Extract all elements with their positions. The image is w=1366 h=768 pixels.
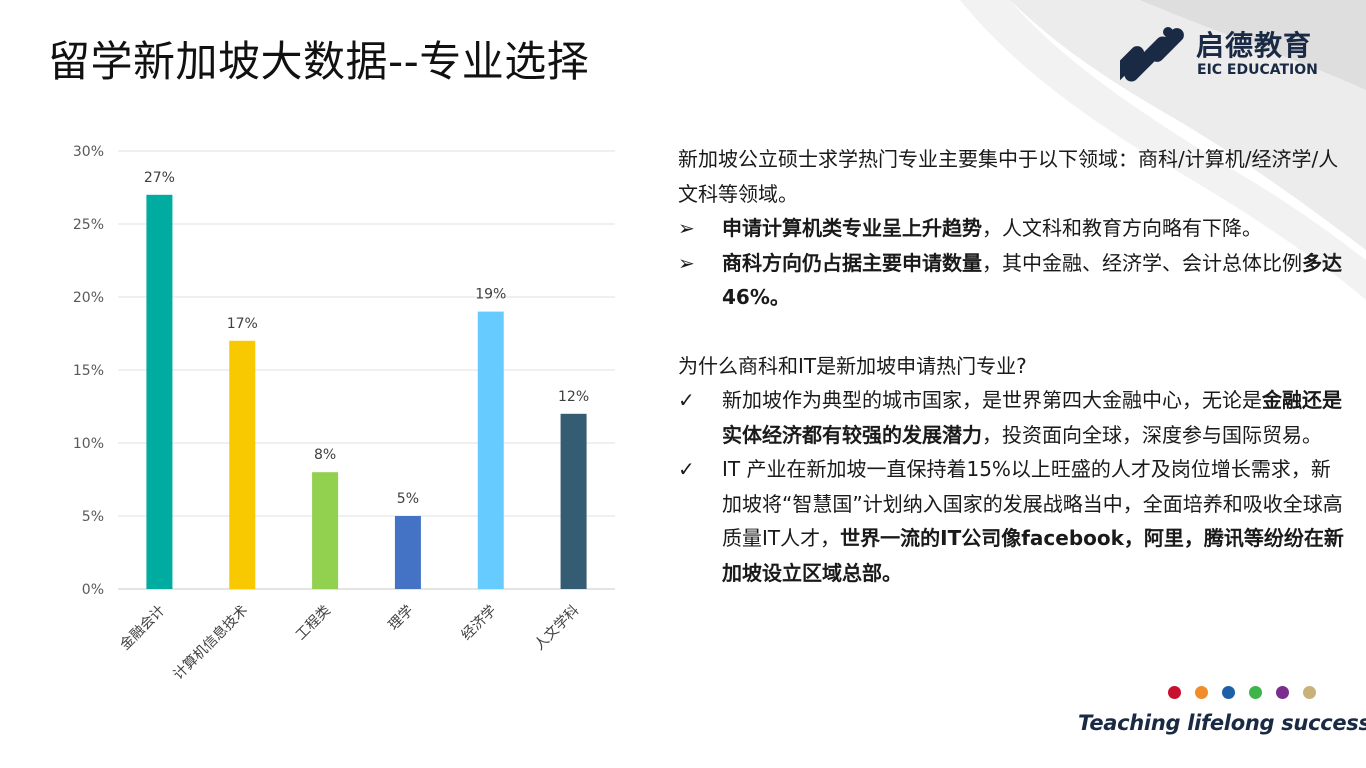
bullet-business-rest: ，其中金融、经济学、会计总体比例 — [982, 250, 1302, 275]
data-label: 5% — [397, 491, 419, 507]
reason-finance-rest: ，投资面向全球，深度参与国际贸易。 — [982, 422, 1322, 447]
x-category-label: 计算机信息技术 — [170, 602, 251, 683]
x-category-label: 经济学 — [459, 603, 500, 644]
data-label: 17% — [227, 316, 258, 332]
y-tick-label: 10% — [73, 436, 104, 452]
major-selection-bar-chart: 0% 5% 10% 15% 20% 25% 30% 27% 金融会计 17% 计算机信息技术 8% 工程… — [73, 144, 615, 683]
color-dot — [1303, 686, 1316, 699]
intro-paragraph: 新加坡公立硕士求学热门专业主要集中于以下领域：商科/计算机/经济学/人文科等领域… — [678, 147, 1339, 206]
bar — [229, 340, 256, 589]
slogan: Teaching lifelong success — [1078, 711, 1366, 735]
data-label: 27% — [144, 170, 175, 186]
y-tick-label: 25% — [73, 217, 104, 233]
x-category-label: 人文学科 — [532, 603, 583, 654]
data-label: 12% — [558, 389, 589, 405]
reason-it: ✓ IT 产业在新加坡一直保持着15%以上旺盛的人才及岗位增长需求，新加坡将“智慧… — [678, 452, 1348, 590]
bar — [477, 311, 504, 589]
bar — [394, 516, 421, 589]
data-label: 19% — [475, 287, 506, 303]
bar — [560, 413, 587, 589]
bullet-business-bold: 商科方向仍占据主要申请数量 — [722, 250, 982, 275]
checkmark-icon: ✓ — [678, 388, 695, 412]
eic-logo-icon — [1120, 27, 1184, 85]
reason-finance-pre: 新加坡作为典型的城市国家，是世界第四大金融中心，无论是 — [722, 388, 1262, 412]
bullet-trend: ➢ 申请计算机类专业呈上升趋势，人文科和教育方向略有下降。 — [678, 211, 1348, 246]
color-dot — [1276, 686, 1289, 699]
checkmark-icon: ✓ — [678, 457, 695, 481]
x-category-label: 理学 — [386, 603, 417, 634]
x-category-label: 金融会计 — [117, 603, 168, 654]
color-dot — [1195, 686, 1208, 699]
arrow-bullet-icon: ➢ — [678, 216, 695, 240]
bar — [146, 194, 173, 590]
bullet-business-bold-2: 多达46%。 — [722, 250, 1342, 310]
data-label: 8% — [314, 447, 336, 463]
color-dot — [1168, 686, 1181, 699]
reason-it-pre: IT 产业在新加坡一直保持着15%以上旺盛的人才及岗位增长需求，新加坡将“智慧国… — [722, 457, 1343, 550]
reason-it-bold: 世界一流的IT公司像facebook，阿里，腾讯等纷纷在新加坡设立区域总部。 — [722, 526, 1344, 585]
y-tick-label: 15% — [73, 363, 104, 379]
color-dots — [1168, 686, 1316, 702]
y-tick-label: 30% — [73, 144, 104, 160]
arrow-bullet-icon: ➢ — [678, 250, 695, 275]
bullet-business: ➢ 商科方向仍占据主要申请数量，其中金融、经济学、会计总体比例多达46%。 — [678, 246, 1348, 315]
x-category-label: 工程类 — [293, 603, 334, 644]
y-tick-label: 5% — [82, 509, 104, 525]
logo-chinese-text: 启德教育 — [1196, 29, 1313, 62]
color-dot — [1249, 686, 1262, 699]
bullet-trend-bold: 申请计算机类专业呈上升趋势 — [722, 216, 982, 240]
color-dot — [1222, 686, 1235, 699]
bar — [312, 472, 339, 589]
logo-english-text: EIC EDUCATION — [1197, 62, 1318, 78]
y-tick-label: 0% — [82, 582, 104, 598]
reason-finance: ✓ 新加坡作为典型的城市国家，是世界第四大金融中心，无论是金融还是实体经济都有较强… — [678, 383, 1348, 452]
y-tick-label: 20% — [73, 290, 104, 306]
reason-finance-bold: 金融还是实体经济都有较强的发展潜力 — [722, 388, 1342, 447]
page-title: 留学新加坡大数据--专业选择 — [48, 37, 590, 86]
question-heading: 为什么商科和IT是新加坡申请热门专业? — [678, 353, 1027, 378]
analysis-text: 新加坡公立硕士求学热门专业主要集中于以下领域：商科/计算机/经济学/人文科等领域… — [678, 142, 1348, 590]
bullet-trend-rest: ，人文科和教育方向略有下降。 — [982, 216, 1262, 240]
